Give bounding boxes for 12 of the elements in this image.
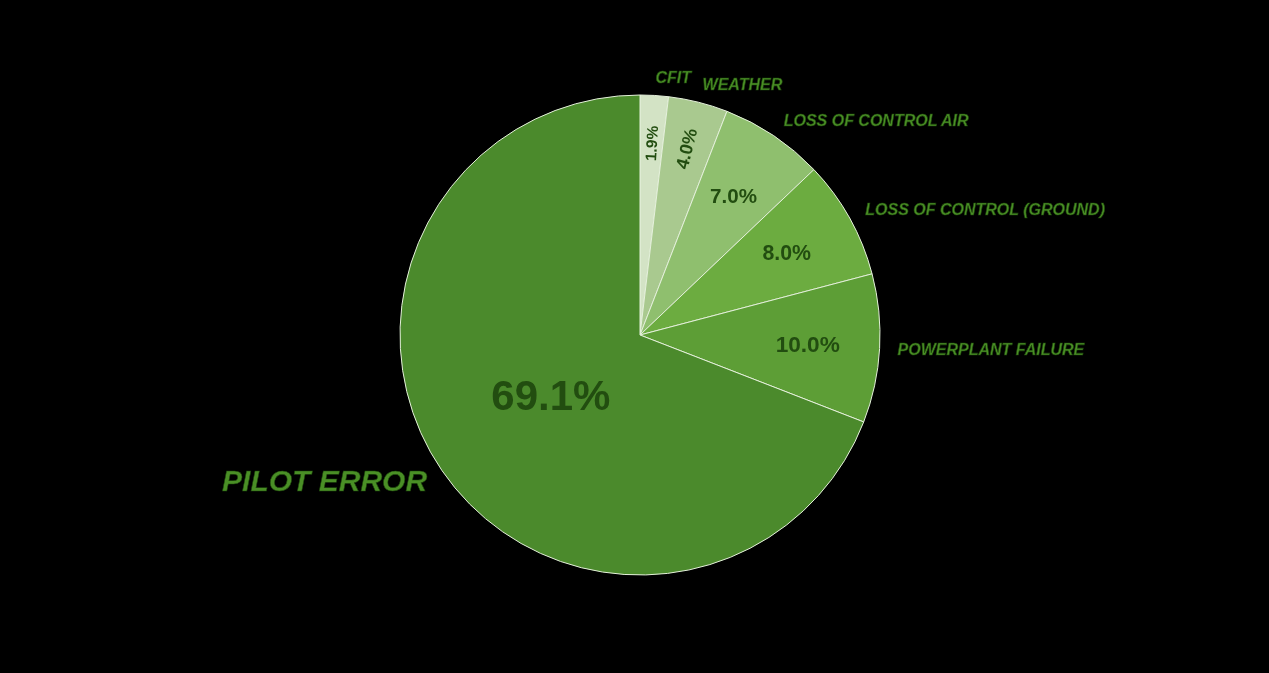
data-label: 1.9% bbox=[641, 124, 661, 162]
data-label: 10.0% bbox=[775, 332, 840, 357]
data-label: 4.0% bbox=[671, 126, 702, 172]
slice-label: PILOT ERROR bbox=[222, 464, 428, 498]
slice-label: POWERPLANT FAILURE bbox=[897, 341, 1086, 359]
data-label: 69.1% bbox=[491, 372, 611, 420]
data-label: 8.0% bbox=[762, 241, 812, 266]
slice-label: CFIT bbox=[655, 68, 693, 86]
slice-label: LOSS OF CONTROL (GROUND) bbox=[865, 200, 1105, 218]
slice-label: LOSS OF CONTROL AIR bbox=[783, 112, 970, 130]
data-label: 7.0% bbox=[710, 183, 758, 207]
slice-label: WEATHER bbox=[702, 76, 783, 94]
